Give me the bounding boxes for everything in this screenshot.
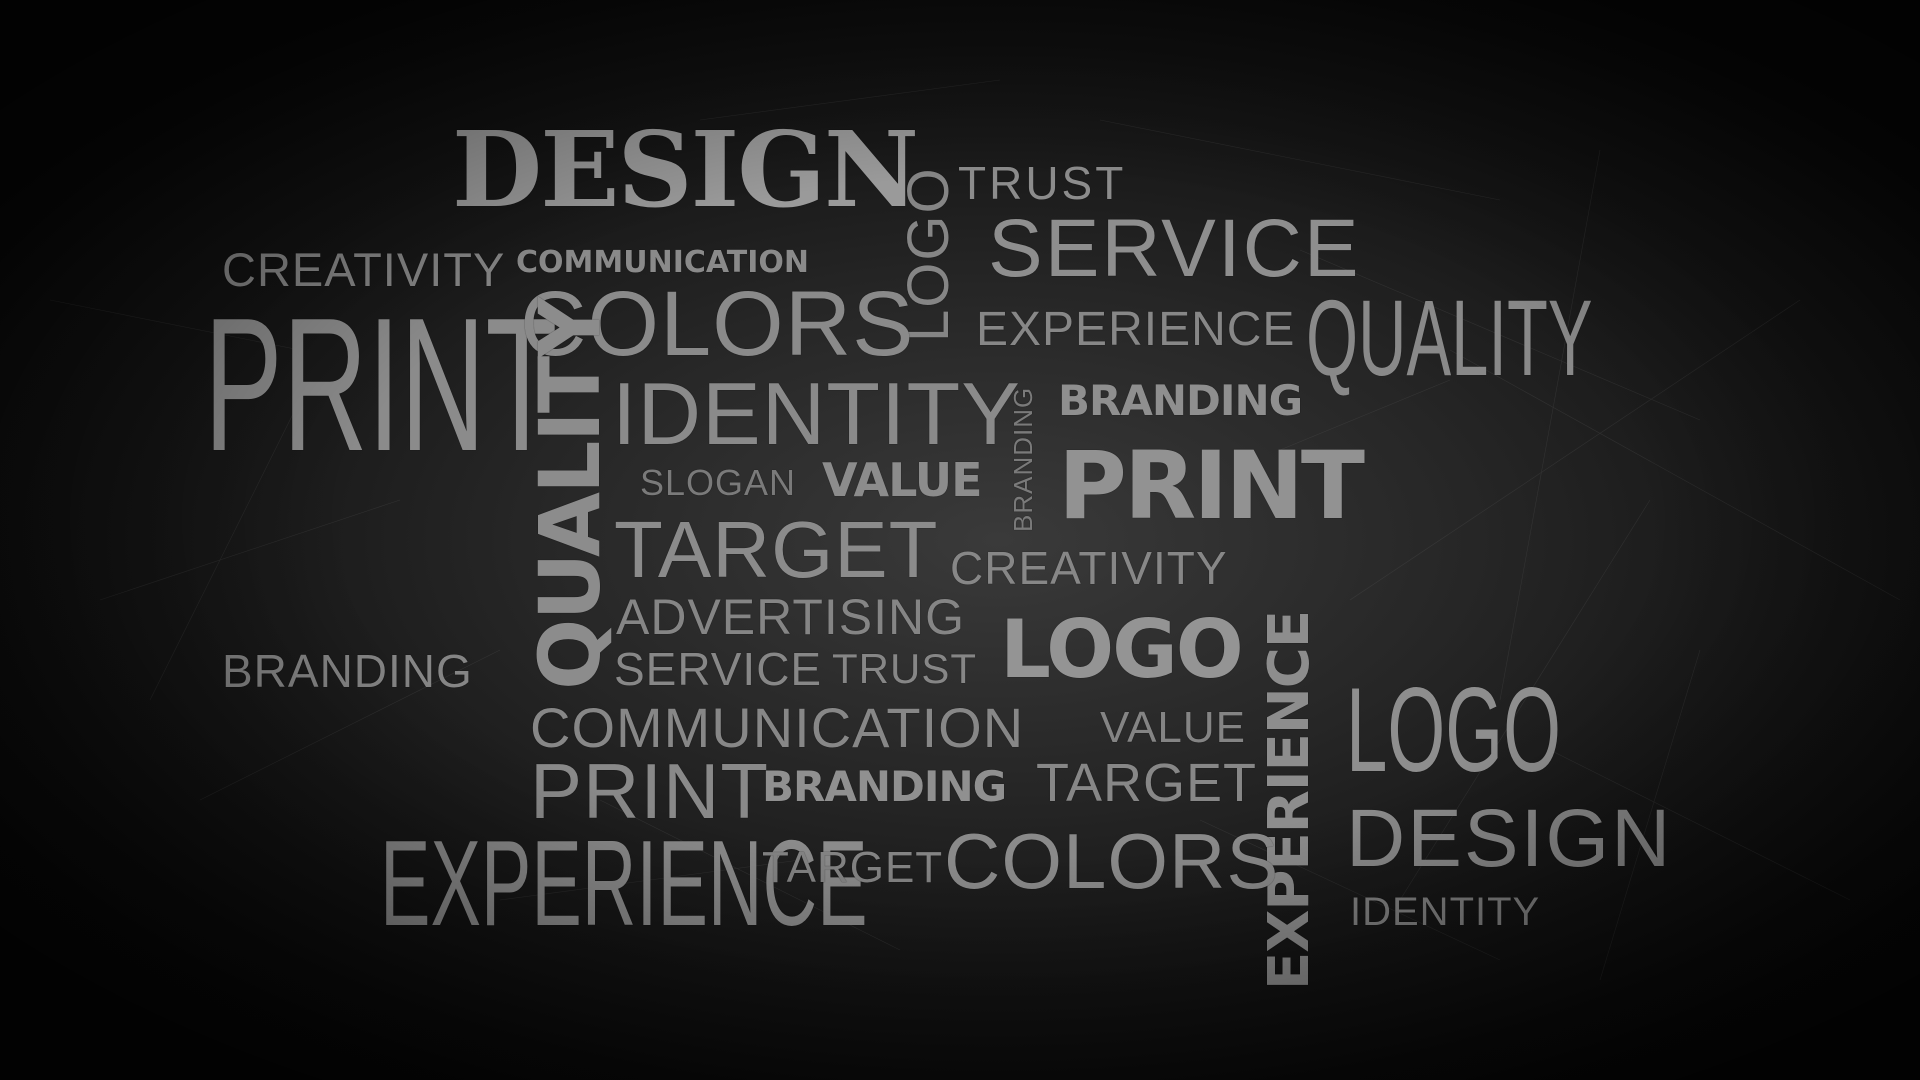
- word-target-mid: TARGET: [614, 505, 939, 594]
- word-target-small: TARGET: [762, 843, 944, 892]
- word-branding-vertical: BRANDING: [1008, 386, 1038, 532]
- word-identity-mid: IDENTITY: [612, 364, 1021, 463]
- word-service-top: SERVICE: [988, 203, 1361, 294]
- word-identity-small: IDENTITY: [1350, 890, 1541, 934]
- word-logo-right: LOGO: [1346, 663, 1561, 797]
- word-target-right: TARGET: [1036, 753, 1257, 813]
- word-quality-vertical: QUALITY: [521, 299, 619, 690]
- word-value-mid: VALUE: [1100, 703, 1247, 752]
- word-branding-bold: BRANDING: [1058, 376, 1303, 425]
- word-quality-right: QUALITY: [1306, 277, 1593, 398]
- word-print-bold: PRINT: [1058, 432, 1365, 541]
- word-experience-vertical: EXPERIENCE: [1257, 610, 1322, 990]
- word-value-bold: VALUE: [822, 453, 983, 507]
- word-trust-top: TRUST: [958, 157, 1127, 209]
- word-trust-mid: TRUST: [832, 645, 977, 692]
- word-creativity-mid: CREATIVITY: [950, 542, 1228, 594]
- word-design-right: DESIGN: [1346, 793, 1673, 884]
- word-experience-top: EXPERIENCE: [976, 303, 1296, 356]
- word-print-big: PRINT: [204, 279, 558, 491]
- word-slogan: SLOGAN: [640, 462, 797, 503]
- word-branding-left: BRANDING: [222, 645, 473, 697]
- word-branding-bold-2: BRANDING: [762, 762, 1007, 811]
- word-logo-bold: LOGO: [1000, 603, 1244, 696]
- word-service-mid: SERVICE: [614, 643, 823, 695]
- word-design-top: DESIGN: [452, 108, 919, 231]
- word-advertising: ADVERTISING: [616, 589, 966, 645]
- word-colors-bottom: COLORS: [944, 817, 1280, 905]
